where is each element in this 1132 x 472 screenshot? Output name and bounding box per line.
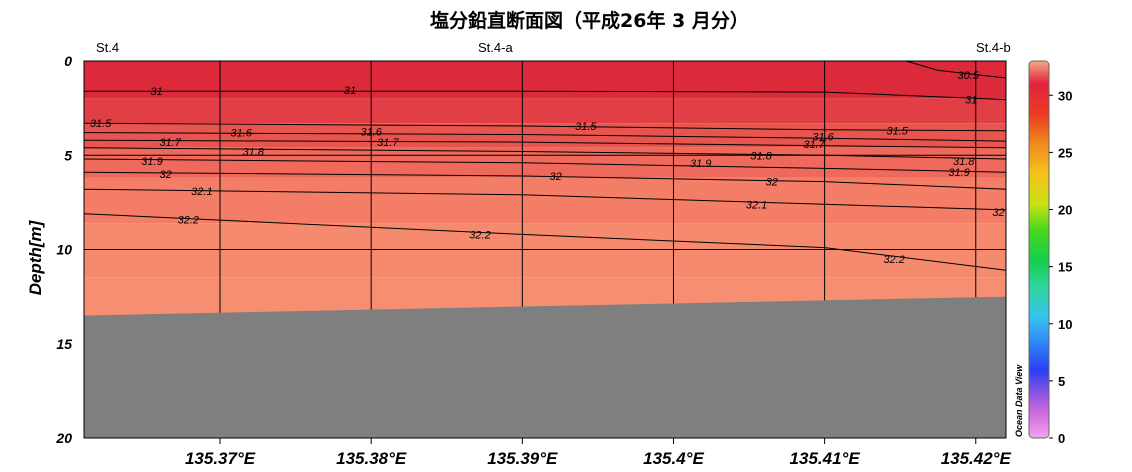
- colorbar-tick-label-0: 0: [1058, 431, 1065, 446]
- contour-label-3-2: 31.6: [812, 131, 834, 143]
- contour-line-1: [84, 90, 1006, 101]
- contour-label-5-0: 31.8: [243, 146, 265, 158]
- colorbar: [1028, 60, 1050, 439]
- chart-title: 塩分鉛直断面図（平成26年 3 月分）: [430, 10, 749, 32]
- x-tick-label-4: 135.41°E: [790, 449, 861, 468]
- contour-label-2-2: 31.5: [886, 126, 908, 138]
- contour-line-5: [84, 147, 1006, 160]
- y-tick-label-2: 10: [56, 242, 72, 258]
- x-tick-label-3: 135.4°E: [643, 449, 704, 468]
- contour-label-6-1: 31.9: [690, 158, 711, 170]
- contour-label-3-0: 31.6: [230, 128, 252, 140]
- colorbar-ticks: 0 5 10 15 20 25 30: [1049, 88, 1072, 446]
- contour-label-7-1: 32: [549, 171, 561, 183]
- y-tick-label-3: 15: [56, 336, 72, 352]
- station-label-st4a: St.4-a: [478, 40, 513, 55]
- contour-label-6-0: 31.9: [141, 156, 162, 168]
- y-tick-label-4: 20: [55, 430, 72, 446]
- x-axis: 135.37°E 135.38°E 135.39°E 135.4°E 135.41°E 1…: [185, 438, 1012, 468]
- contour-line-7: [84, 171, 1006, 190]
- contour-line-6: [84, 158, 1006, 173]
- contour-label-9-0: 32.2: [178, 214, 199, 226]
- x-tick-label-1: 135.38°E: [336, 449, 407, 468]
- colorbar-tick-label-4: 20: [1058, 203, 1072, 218]
- y-axis: 0 5 10 15 20: [55, 53, 72, 446]
- contour-label-8-0: 32.1: [191, 186, 212, 198]
- contour-label-5-1: 31.8: [750, 150, 772, 162]
- contour-line-8: [84, 188, 1006, 211]
- fill-band-5: [84, 223, 1006, 278]
- contour-line-0: [906, 61, 1006, 79]
- contour-label-2-1: 31.5: [575, 121, 597, 133]
- fill-band-2: [84, 123, 1006, 148]
- fill-band-1: [84, 98, 1006, 124]
- seabed: [84, 296, 1006, 438]
- contour-label-7-2: 32: [766, 177, 778, 189]
- watermark: Ocean Data View: [1014, 364, 1024, 437]
- contour-label-7-0: 32: [159, 169, 171, 181]
- colorbar-tick-label-5: 25: [1058, 145, 1072, 160]
- contour-label-4-2: 31.7: [803, 139, 825, 151]
- x-tick-label-0: 135.37°E: [185, 449, 256, 468]
- colorbar-tick-label-2: 10: [1058, 317, 1072, 332]
- colorbar-tick-label-3: 15: [1058, 260, 1072, 275]
- fill-band-4: [84, 177, 1006, 224]
- contour-line-4: [84, 139, 1006, 149]
- y-tick-label-1: 5: [64, 147, 72, 163]
- contour-label-2-0: 31.5: [90, 118, 112, 130]
- contour-label-9-1: 32.2: [469, 229, 490, 241]
- contour-label-5-2: 31.8: [953, 156, 975, 168]
- y-tick-label-0: 0: [64, 53, 72, 69]
- contour-label-3-1: 31.6: [360, 127, 382, 139]
- contour-line-2: [84, 122, 1006, 132]
- contour-label-6-2: 31.9: [948, 167, 969, 179]
- colorbar-tick-label-6: 30: [1058, 88, 1072, 103]
- plot-frame: [83, 60, 1007, 439]
- salinity-fill: [84, 61, 1006, 325]
- contour-label-4-1: 31.7: [377, 137, 399, 149]
- x-tick-label-2: 135.39°E: [487, 449, 558, 468]
- colorbar-tick-label-1: 5: [1058, 374, 1065, 389]
- contour-label-9-2: 32.2: [883, 254, 904, 266]
- contour-line-3: [84, 132, 1006, 142]
- contour-line-9: [84, 213, 1006, 271]
- station-label-st4b: St.4-b: [976, 40, 1011, 55]
- fill-band-0: [84, 61, 1006, 99]
- contour-label-8-2: 32: [992, 207, 1004, 219]
- contour-label-0-0: 30.5: [958, 70, 980, 82]
- contour-label-4-0: 31.7: [159, 137, 181, 149]
- contour-label-8-1: 32.1: [746, 199, 767, 211]
- x-tick-label-5: 135.42°E: [941, 449, 1012, 468]
- contour-label-1-2: 31: [965, 95, 977, 107]
- y-axis-label: Depth[m]: [26, 219, 45, 295]
- station-label-st4: St.4: [96, 40, 120, 55]
- contour-label-1-1: 31: [344, 85, 356, 97]
- contour-label-1-0: 31: [150, 86, 162, 98]
